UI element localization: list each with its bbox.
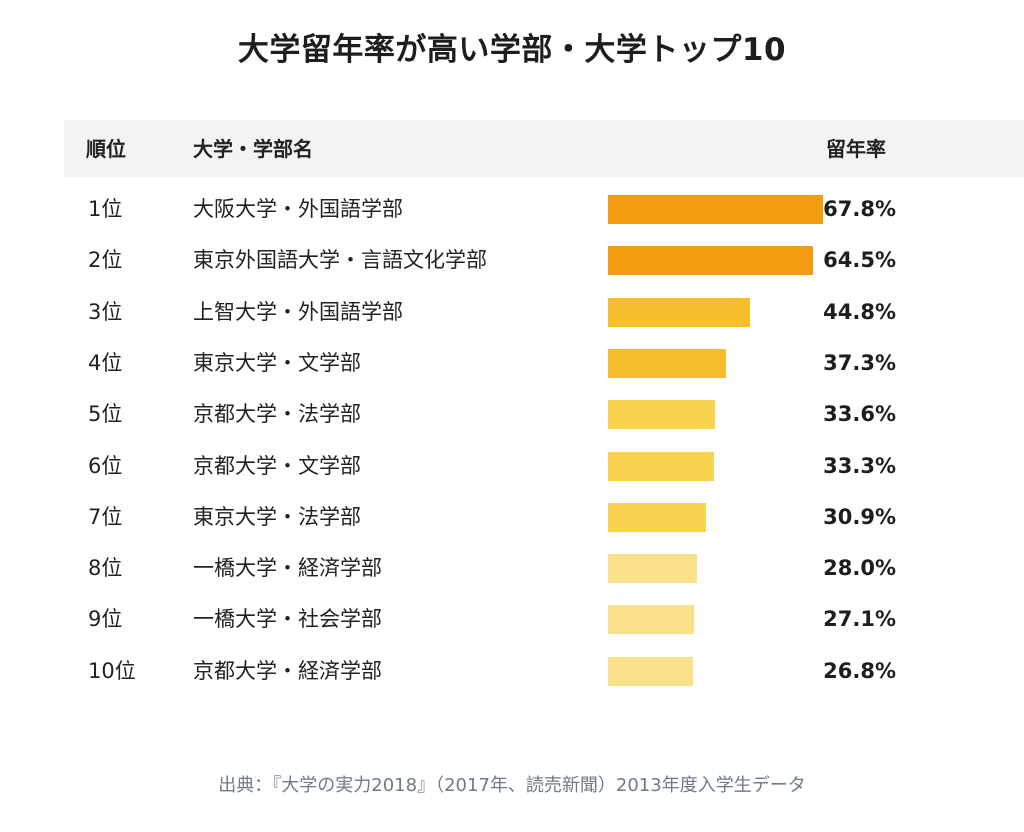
category-label: 京都大学・経済学部 xyxy=(193,658,382,683)
value-label: 28.0% xyxy=(823,556,896,581)
rank-label: 7位 xyxy=(88,504,123,529)
bar xyxy=(608,297,750,327)
category-label: 上智大学・外国語学部 xyxy=(193,299,403,324)
rank-label: 8位 xyxy=(88,556,123,581)
bar xyxy=(608,195,823,224)
rank-label: 10位 xyxy=(88,658,136,683)
bar xyxy=(608,605,694,635)
rank-label: 5位 xyxy=(88,402,123,427)
rank-label: 3位 xyxy=(88,299,123,324)
rank-label: 9位 xyxy=(88,607,123,632)
rank-label: 4位 xyxy=(88,350,123,375)
value-label: 26.8% xyxy=(823,658,896,683)
category-label: 京都大学・法学部 xyxy=(193,402,361,427)
bar xyxy=(608,656,693,686)
value-label: 44.8% xyxy=(823,299,896,324)
rank-label: 1位 xyxy=(88,197,123,221)
category-label: 東京大学・法学部 xyxy=(193,504,361,529)
bar xyxy=(608,246,813,276)
category-label: 一橋大学・経済学部 xyxy=(193,556,382,581)
category-label: 東京外国語大学・言語文化学部 xyxy=(193,248,487,273)
header-dropout-rate: 留年率 xyxy=(826,137,886,161)
value-label: 33.6% xyxy=(823,402,896,427)
category-label: 大阪大学・外国語学部 xyxy=(193,197,403,221)
bar xyxy=(608,451,714,481)
bar xyxy=(608,554,697,584)
table-header-band xyxy=(64,120,1024,177)
category-label: 東京大学・文学部 xyxy=(193,350,361,375)
value-label: 64.5% xyxy=(823,248,896,273)
rank-label: 2位 xyxy=(88,248,123,273)
value-label: 67.8% xyxy=(823,197,896,221)
header-university-name: 大学・学部名 xyxy=(193,137,313,161)
category-label: 京都大学・文学部 xyxy=(193,453,361,478)
source-note: 出典：『大学の実力2018』（2017年、読売新聞）2013年度入学生データ xyxy=(218,775,806,796)
bar xyxy=(608,502,706,532)
bar xyxy=(608,400,715,430)
category-label: 一橋大学・社会学部 xyxy=(193,607,382,632)
value-label: 33.3% xyxy=(823,453,896,478)
value-label: 37.3% xyxy=(823,350,896,375)
rank-label: 6位 xyxy=(88,453,123,478)
value-label: 30.9% xyxy=(823,504,896,529)
bar xyxy=(608,348,726,378)
header-rank: 順位 xyxy=(86,137,126,161)
chart-title: 大学留年率が高い学部・大学トップ10 xyxy=(237,32,787,68)
value-label: 27.1% xyxy=(823,607,896,632)
